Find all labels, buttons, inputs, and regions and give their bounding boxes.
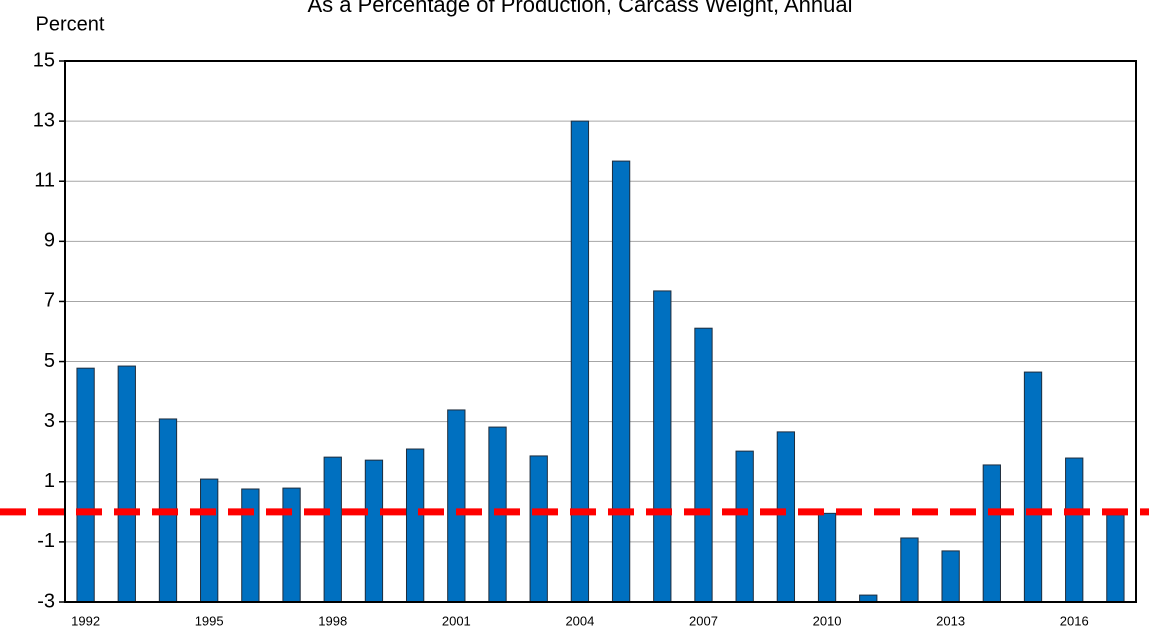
x-tick-label: 1995 bbox=[195, 613, 224, 628]
x-tick-label: 1998 bbox=[318, 613, 347, 628]
y-tick-label: 3 bbox=[44, 410, 55, 432]
y-tick-label: 1 bbox=[44, 470, 55, 492]
y-tick-label: 7 bbox=[44, 290, 55, 312]
y-tick-label: 5 bbox=[44, 350, 55, 372]
x-tick-label: 1992 bbox=[71, 613, 100, 628]
plot-frame bbox=[64, 60, 1137, 603]
bar bbox=[405, 448, 425, 603]
bar bbox=[859, 594, 878, 603]
x-tick-label: 2007 bbox=[689, 613, 718, 628]
bar bbox=[776, 431, 796, 603]
x-tick-label: 2010 bbox=[813, 613, 842, 628]
bar bbox=[1065, 457, 1084, 603]
y-tick-label: -1 bbox=[37, 530, 55, 552]
y-tick-label: 11 bbox=[34, 170, 55, 192]
bar bbox=[529, 455, 548, 603]
bar bbox=[117, 365, 136, 603]
bar bbox=[735, 450, 754, 603]
y-tick-label: 9 bbox=[44, 230, 55, 252]
bar bbox=[323, 456, 342, 603]
y-axis-label: Percent bbox=[36, 13, 105, 35]
bar bbox=[241, 488, 260, 603]
bar bbox=[1023, 371, 1043, 603]
y-tick-label: -3 bbox=[37, 590, 55, 612]
y-tick-label: 13 bbox=[33, 109, 55, 131]
bar bbox=[447, 409, 466, 603]
x-tick-label: 2013 bbox=[936, 613, 965, 628]
bar bbox=[694, 327, 713, 603]
y-tick-label: 15 bbox=[33, 49, 55, 71]
bar bbox=[282, 487, 301, 603]
bar bbox=[982, 464, 1001, 603]
x-tick-label: 2001 bbox=[442, 613, 471, 628]
bar bbox=[941, 550, 960, 603]
bar bbox=[611, 160, 631, 603]
chart-title: As a Percentage of Production, Carcass W… bbox=[307, 0, 852, 17]
x-tick-label: 2004 bbox=[565, 613, 594, 628]
bar bbox=[900, 537, 919, 603]
bar bbox=[570, 120, 590, 603]
bar bbox=[1106, 514, 1125, 603]
bar bbox=[817, 512, 837, 603]
bar bbox=[364, 459, 384, 603]
x-tick-label: 2016 bbox=[1060, 613, 1089, 628]
bar bbox=[76, 367, 95, 603]
bar bbox=[653, 290, 672, 603]
bar bbox=[200, 478, 219, 603]
